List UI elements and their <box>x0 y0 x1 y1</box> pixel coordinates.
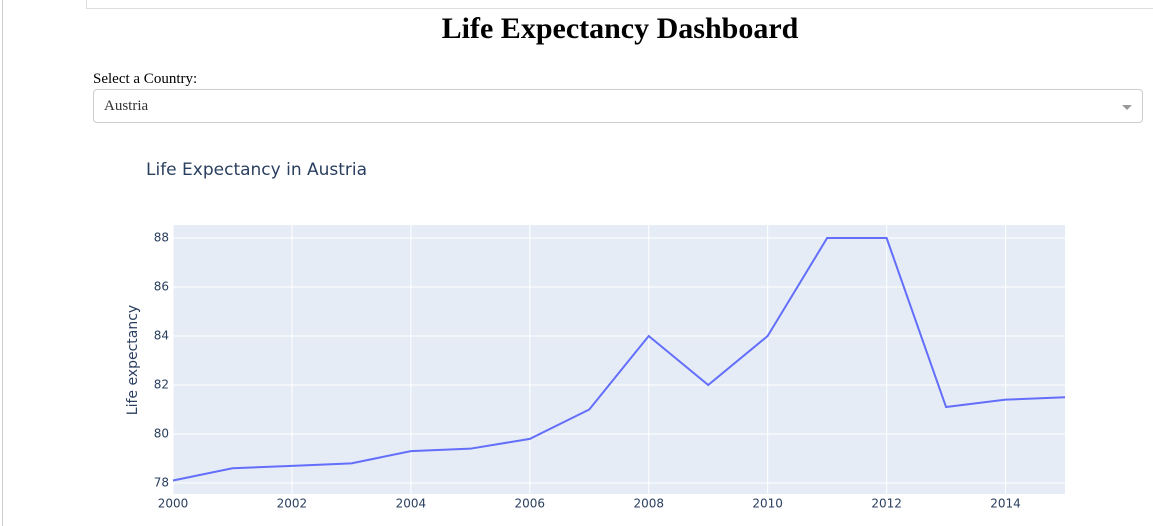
x-tick-label: 2004 <box>396 497 427 511</box>
y-tick-label: 78 <box>154 475 169 489</box>
y-tick-label: 84 <box>154 328 169 342</box>
x-tick-label: 2012 <box>871 497 902 511</box>
country-dropdown[interactable]: Austria <box>93 89 1143 123</box>
dropdown-arrow[interactable] <box>1122 105 1132 110</box>
y-tick-label: 88 <box>154 230 169 244</box>
y-tick-label: 80 <box>154 426 169 440</box>
y-tick-label: 82 <box>154 377 169 391</box>
chart-title: Life Expectancy in Austria <box>146 160 367 180</box>
frame-border <box>2 0 3 526</box>
x-tick-label: 2000 <box>158 497 189 511</box>
x-tick-label: 2008 <box>633 497 664 511</box>
x-tick-label: 2010 <box>752 497 783 511</box>
top-bar <box>86 0 1153 9</box>
y-axis-label: Life expectancy <box>125 305 141 415</box>
dashboard-title: Life Expectancy Dashboard <box>441 12 799 45</box>
x-tick-label: 2006 <box>515 497 546 511</box>
x-tick-label: 2014 <box>990 497 1021 511</box>
x-tick-label: 2002 <box>277 497 308 511</box>
plot-area <box>173 225 1065 494</box>
y-tick-label: 86 <box>154 279 169 293</box>
dropdown-label: Select a Country: <box>93 71 198 87</box>
line <box>172 236 1066 482</box>
dropdown-value: Austria <box>104 98 149 114</box>
